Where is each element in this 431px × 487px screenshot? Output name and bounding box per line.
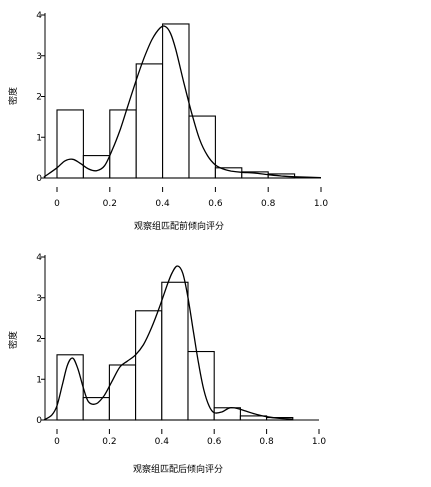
histogram-bar — [82, 397, 110, 421]
histogram-bar — [56, 109, 84, 179]
y-tick-label: 3 — [36, 294, 42, 304]
x-axis-title: 观察组匹配前倾向评分 — [134, 220, 224, 232]
y-tick-label: 2 — [36, 93, 42, 103]
x-tick-label: 0.6 — [208, 199, 223, 209]
x-tick-label: 0 — [54, 437, 60, 447]
x-tick-label: 0.2 — [103, 199, 117, 209]
panel-after-matching: 0 1 2 3 4 0 0.2 0.4 0.6 0.8 1.0 观察组匹配后倾向评分 密度 — [7, 253, 326, 475]
histogram-bar — [187, 350, 215, 421]
y-tick-label: 0 — [36, 416, 42, 426]
x-tick-label: 0 — [54, 199, 60, 209]
y-tick-label: 4 — [36, 11, 42, 21]
histogram-bar — [214, 167, 243, 179]
y-axis-title: 密度 — [7, 87, 19, 105]
x-tick-label: 0.2 — [102, 437, 116, 447]
x-tick-label: 1.0 — [312, 437, 327, 447]
histogram-bar — [82, 155, 111, 179]
histogram-bar — [135, 310, 163, 421]
y-axis-title: 密度 — [7, 331, 19, 349]
x-tick-label: 1.0 — [314, 199, 329, 209]
histogram-bar — [56, 354, 84, 421]
y-tick-label: 0 — [36, 174, 42, 184]
density-curve — [43, 25, 322, 179]
histogram-bar — [162, 23, 190, 179]
y-tick-label: 2 — [36, 335, 42, 345]
y-tick-label: 3 — [36, 52, 42, 62]
panel-before-matching: 0 1 2 3 4 0 0.2 0.4 0.6 0.8 1.0 观察组匹配前倾向评分 密度 — [7, 11, 328, 232]
histogram-bar — [135, 63, 164, 179]
x-axis-title: 观察组匹配后倾向评分 — [133, 463, 223, 475]
x-tick-label: 0.8 — [261, 199, 276, 209]
x-tick-label: 0.4 — [155, 437, 170, 447]
y-tick-label: 1 — [36, 133, 42, 143]
y-tick-label: 1 — [36, 375, 42, 385]
y-tick-label: 4 — [36, 253, 42, 263]
histogram-bar — [161, 281, 189, 421]
density-curve — [43, 265, 293, 421]
x-tick-label: 0.8 — [259, 437, 274, 447]
histogram-bar — [108, 364, 137, 421]
x-tick-label: 0.4 — [155, 199, 170, 209]
x-tick-label: 0.6 — [207, 437, 222, 447]
